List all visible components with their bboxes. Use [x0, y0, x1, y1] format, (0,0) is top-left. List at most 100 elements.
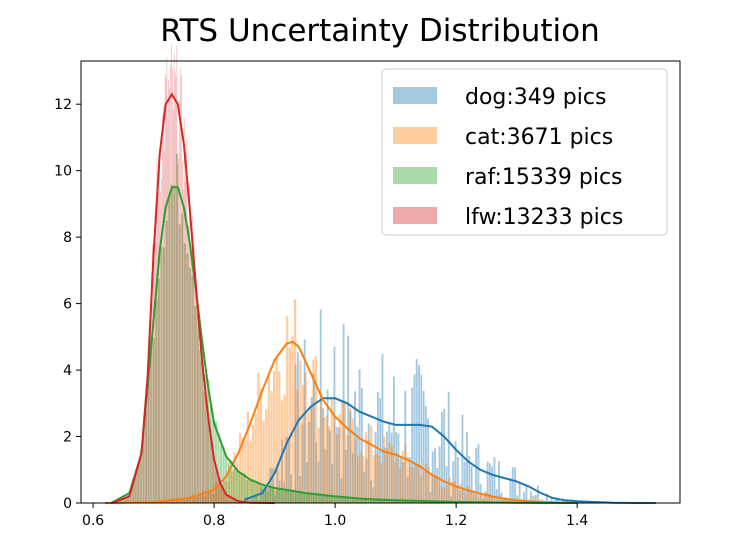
histogram-bar — [445, 466, 448, 503]
histogram-bar — [356, 426, 359, 503]
density-curve — [244, 397, 656, 504]
histogram-bar — [222, 446, 225, 503]
histogram-bar — [358, 369, 361, 503]
histogram-bar — [168, 500, 171, 503]
histogram-bar — [230, 497, 231, 503]
histogram-bar — [196, 497, 200, 503]
histogram-bar — [550, 498, 553, 503]
histogram-bar — [238, 472, 241, 503]
histogram-bar — [333, 346, 336, 503]
histogram-bar — [187, 226, 189, 503]
histogram-bar — [170, 184, 173, 503]
histogram-bar — [147, 374, 149, 503]
histogram-bar — [156, 158, 158, 503]
histogram-bar — [466, 432, 468, 503]
histogram-bar — [141, 457, 142, 503]
histogram-bar — [402, 461, 404, 503]
histogram-bar — [326, 495, 329, 503]
histogram-bar — [351, 497, 355, 503]
histogram-bar — [323, 494, 326, 503]
histogram-bar — [446, 484, 449, 503]
legend-swatch — [393, 167, 437, 184]
histogram-bar — [536, 485, 539, 503]
histogram-bar — [235, 468, 238, 503]
histogram-bar — [151, 272, 152, 503]
histogram-bar — [204, 494, 208, 503]
histogram-bar — [130, 491, 131, 503]
histogram-bar — [252, 424, 255, 503]
histogram-bar — [349, 498, 352, 503]
histogram-bar — [372, 487, 375, 503]
histogram-bar — [525, 485, 528, 503]
histogram-bar — [142, 428, 145, 503]
histogram-bar — [291, 335, 294, 503]
histogram-bar — [422, 471, 425, 503]
histogram-bar — [235, 499, 237, 503]
histogram-bar — [269, 467, 272, 503]
histogram-bar — [335, 426, 338, 503]
histogram-bar — [170, 65, 171, 503]
histogram-bar — [333, 495, 337, 503]
histogram-bar — [546, 494, 548, 503]
histogram-bar — [287, 440, 290, 503]
histogram-bar — [534, 494, 537, 503]
histogram-bar — [438, 446, 441, 503]
histogram-bar — [133, 480, 135, 503]
histogram-bar — [188, 225, 189, 503]
histogram-bar — [322, 408, 324, 503]
histogram-bar — [140, 458, 141, 503]
histogram-bar — [370, 499, 373, 503]
histogram-bar — [173, 53, 175, 504]
histogram-bar — [290, 474, 292, 503]
histogram-bar — [299, 360, 302, 503]
histogram-bar — [312, 373, 315, 503]
histogram-bar — [205, 410, 207, 503]
histogram-bar — [214, 421, 217, 503]
histogram-bar — [377, 499, 381, 503]
histogram-bar — [283, 482, 286, 503]
histogram-bar — [121, 497, 124, 503]
histogram-bar — [390, 500, 393, 503]
histogram-bar — [231, 471, 234, 503]
histogram-bar — [251, 499, 254, 503]
histogram-bar — [186, 498, 189, 503]
plot-frame — [80, 60, 681, 504]
histogram-bar — [295, 491, 298, 503]
histogram-bar — [330, 397, 333, 503]
histogram-bar — [270, 391, 273, 503]
histogram-bar — [202, 495, 205, 503]
histogram-bar — [155, 299, 158, 503]
histogram-bar — [365, 458, 368, 503]
histogram-bar — [199, 350, 200, 503]
histogram-bar — [408, 457, 411, 503]
y-tick-label: 4 — [63, 363, 72, 379]
histogram-bar — [294, 364, 297, 503]
histogram-bar — [440, 412, 443, 503]
histogram-bar — [157, 278, 161, 503]
histogram-bar — [414, 501, 417, 503]
histogram-bar — [138, 465, 140, 503]
histogram-bar — [180, 68, 181, 504]
histogram-bar — [530, 491, 532, 503]
histogram-bar — [220, 485, 221, 503]
histogram-bar — [236, 500, 238, 503]
histogram-bar — [308, 421, 311, 503]
histogram-bar — [375, 453, 378, 503]
histogram-bar — [318, 493, 321, 503]
histogram-bar — [163, 247, 166, 503]
legend-label: raf:15339 pics — [465, 165, 623, 190]
histogram-bar — [495, 489, 498, 503]
histogram-bar — [482, 495, 485, 503]
histogram-bar — [183, 118, 185, 504]
histogram-bar — [152, 337, 155, 503]
histogram-bar — [207, 417, 209, 503]
histogram-bar — [197, 334, 199, 503]
histogram-bar — [229, 495, 230, 503]
histogram-bar — [278, 371, 281, 503]
histogram-bar — [288, 347, 291, 503]
histogram-bar — [338, 413, 341, 503]
histogram-bar — [223, 490, 225, 503]
histogram-bar — [377, 455, 381, 503]
histogram-bar — [385, 499, 388, 503]
